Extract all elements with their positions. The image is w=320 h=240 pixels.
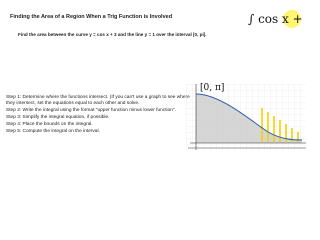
title: Finding the Area of a Region When a Trig…: [10, 14, 173, 20]
handwritten-integral: ∫ cos x +: [248, 12, 303, 26]
handwritten-interval: [0, π]: [200, 83, 224, 93]
drawing: ∫ cos x + [0, π]: [186, 10, 306, 150]
problem: Find the area between the curve y = cos …: [18, 32, 207, 37]
step: Step 1: Determine where the functions in…: [6, 95, 190, 106]
step: Step 5: Compute the integral on the inte…: [6, 129, 100, 135]
steps: Step 1: Determine where the functions in…: [6, 95, 192, 137]
highlight-circle: [283, 10, 301, 28]
page: Finding the Area of a Region When a Trig…: [6, 10, 306, 150]
step: Step 4: Place the bounds on the integral…: [6, 122, 93, 128]
curve: [195, 93, 303, 141]
step: Step 3: Simplify the integral equation, …: [6, 114, 110, 120]
step: Step 2: Write the integral using the for…: [6, 107, 176, 113]
